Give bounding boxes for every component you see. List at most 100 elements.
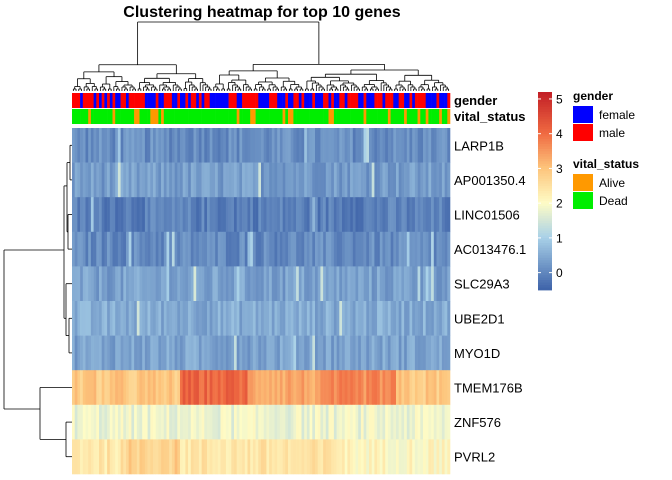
gene-label: AP001350.4 [454, 173, 526, 188]
heatmap-cell [298, 266, 302, 302]
color-scale-gradient-segment [538, 178, 552, 182]
heatmap-cell [80, 128, 84, 163]
heatmap-cell [77, 439, 81, 475]
heatmap-cell [425, 301, 429, 336]
heatmap-cell [441, 128, 445, 163]
heatmap-cell [174, 197, 178, 233]
heatmap-cell [131, 266, 135, 302]
heatmap-cell [166, 370, 170, 406]
heatmap-cell [250, 370, 254, 406]
gender-annotation-cell [439, 93, 443, 108]
heatmap-cell [325, 162, 329, 198]
heatmap-cell [201, 335, 205, 371]
heatmap-cell [436, 404, 440, 440]
heatmap-cell [123, 439, 127, 475]
heatmap-cell [366, 266, 370, 302]
heatmap-cell [144, 266, 148, 302]
heatmap-cell [120, 266, 124, 302]
heatmap-cell [147, 197, 151, 233]
gender-annotation-cell [298, 93, 302, 108]
heatmap-cell [317, 197, 321, 233]
heatmap-cell [439, 370, 443, 406]
heatmap-cell [377, 266, 381, 302]
heatmap-cell [387, 197, 391, 233]
heatmap-cell [261, 128, 264, 163]
heatmap-cell [339, 370, 343, 406]
heatmap-cell [261, 404, 264, 440]
heatmap-cell [231, 197, 235, 233]
vital-status-annotation-cell [355, 109, 359, 124]
heatmap-cell [328, 404, 332, 440]
heatmap-cell [123, 301, 127, 336]
heatmap-cell [242, 370, 246, 406]
heatmap-cell [231, 162, 235, 198]
heatmap-cell [317, 231, 321, 267]
heatmap-cell [293, 197, 297, 233]
heatmap-cell [150, 301, 154, 336]
vital-status-annotation-cell [366, 109, 370, 124]
heatmap-cell [309, 128, 313, 163]
heatmap-cell [180, 266, 183, 302]
heatmap-cell [136, 404, 140, 440]
heatmap-cell [447, 231, 451, 267]
heatmap-cell [279, 370, 283, 406]
color-scale-gradient-segment [538, 186, 552, 189]
heatmap-cell [166, 231, 170, 267]
heatmap-cell [99, 162, 102, 198]
heatmap-cell [188, 404, 192, 440]
color-scale-gradient-segment [538, 121, 552, 125]
heatmap-cell [401, 162, 405, 198]
heatmap-cell [150, 128, 154, 163]
heatmap-cell [239, 128, 243, 163]
heatmap-cell [288, 301, 291, 336]
heatmap-cell [139, 197, 143, 233]
heatmap-cell [342, 197, 345, 233]
gender-annotation-cell [112, 93, 116, 108]
vital-status-annotation-cell [390, 109, 394, 124]
gender-annotation-cell [123, 93, 127, 108]
heatmap-cell [234, 266, 237, 302]
heatmap-cell [336, 439, 340, 475]
heatmap-cell [325, 128, 329, 163]
vital-status-annotation-cell [207, 109, 210, 124]
heatmap-cell [244, 162, 248, 198]
heatmap-cell [428, 404, 432, 440]
heatmap-cell [374, 404, 378, 440]
vital-status-annotation-cell [131, 109, 135, 124]
heatmap-cell [355, 266, 359, 302]
gender-annotation-cell [193, 93, 197, 108]
heatmap-cell [155, 404, 159, 440]
heatmap-cell [101, 128, 105, 163]
heatmap-cell [385, 370, 389, 406]
color-scale-gradient-segment [538, 213, 552, 217]
color-scale-gradient-segment [538, 134, 552, 137]
heatmap-cell [82, 231, 86, 267]
heatmap-cell [320, 266, 324, 302]
heatmap-cell [312, 266, 316, 302]
heatmap-cell [120, 197, 124, 233]
vital-status-annotation-cell [439, 109, 443, 124]
heatmap-cell [136, 162, 140, 198]
heatmap-cell [142, 231, 146, 267]
heatmap-cell [99, 231, 102, 267]
heatmap-cell [309, 370, 313, 406]
heatmap-cell [369, 128, 372, 163]
heatmap-cell [117, 370, 121, 406]
heatmap-cell [190, 335, 194, 371]
heatmap-cell [269, 197, 273, 233]
heatmap-cell [409, 266, 413, 302]
heatmap-cell [360, 301, 364, 336]
gender-annotation-cell [404, 93, 408, 108]
heatmap-cell [174, 128, 178, 163]
heatmap-cell [225, 404, 229, 440]
heatmap-cell [109, 370, 113, 406]
heatmap-cell [104, 162, 108, 198]
heatmap-cell [282, 404, 286, 440]
heatmap-cell [398, 370, 402, 406]
heatmap-cell [158, 266, 162, 302]
heatmap-cell [301, 162, 305, 198]
heatmap-cell [144, 370, 148, 406]
color-scale-gradient-segment [538, 163, 552, 167]
heatmap-cell [171, 404, 175, 440]
vital-status-annotation-cell [447, 109, 451, 124]
